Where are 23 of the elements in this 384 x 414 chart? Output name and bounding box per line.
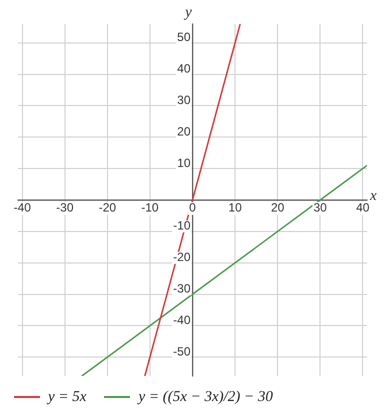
y-tick-label: -40 [173, 313, 191, 328]
x-tick-label: 40 [356, 200, 370, 214]
legend-label: y = ((5x − 3x)/2) − 30 [138, 388, 273, 406]
x-tick-label: 20 [270, 200, 285, 214]
x-tick-label: -40 [14, 200, 32, 214]
x-tick-label: 30 [314, 200, 328, 214]
y-tick-label: -10 [173, 218, 191, 233]
x-tick-label: -10 [141, 200, 159, 214]
y-tick-label: 50 [177, 30, 191, 44]
x-tick-label: -20 [98, 200, 116, 214]
legend-label: y = 5x [48, 388, 86, 406]
y-axis-title: y [183, 4, 192, 20]
y-tick-label: -50 [173, 344, 191, 358]
y-tick-label: -30 [173, 282, 191, 296]
y-tick-label: 20 [177, 124, 191, 138]
y-tick-label: 10 [177, 156, 191, 170]
x-axis-title: x [369, 188, 377, 204]
y-tick-label: -20 [173, 250, 191, 264]
y-tick-label: 40 [177, 62, 191, 76]
y-tick-label: 30 [177, 93, 191, 108]
x-tick-label: -30 [56, 200, 74, 214]
x-tick-label: 10 [228, 200, 242, 214]
x-tick-label: 0 [189, 200, 196, 214]
